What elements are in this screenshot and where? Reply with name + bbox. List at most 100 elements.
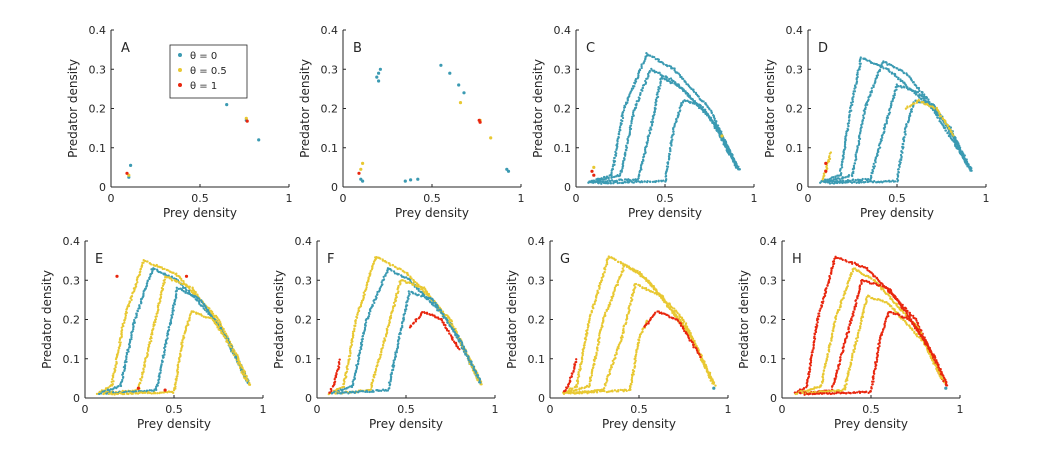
data-point xyxy=(184,286,187,290)
data-point xyxy=(608,370,611,373)
data-point xyxy=(635,102,638,106)
x-tick-label: 0.5 xyxy=(165,403,183,416)
legend-marker xyxy=(178,53,182,57)
data-point xyxy=(200,300,204,304)
data-point xyxy=(629,124,633,127)
data-point xyxy=(446,321,449,324)
data-point xyxy=(607,182,610,185)
data-point xyxy=(160,293,163,296)
data-point xyxy=(615,351,618,354)
data-point xyxy=(871,61,874,65)
data-point xyxy=(826,284,829,287)
data-point xyxy=(836,174,839,177)
data-point xyxy=(856,145,859,148)
data-point xyxy=(657,292,660,296)
data-point xyxy=(826,355,829,358)
data-point xyxy=(367,276,370,279)
data-point xyxy=(638,273,641,276)
data-point xyxy=(853,162,856,165)
data-point xyxy=(579,367,582,371)
data-point xyxy=(172,391,175,395)
data-point xyxy=(176,367,179,371)
data-point xyxy=(570,372,573,375)
data-point xyxy=(917,99,921,102)
data-point xyxy=(115,355,119,358)
data-point xyxy=(852,164,856,167)
x-tick-label: 0 xyxy=(779,403,786,416)
data-point xyxy=(650,122,654,126)
data-point xyxy=(608,301,611,304)
data-point xyxy=(840,160,844,164)
data-point xyxy=(124,310,128,314)
data-point xyxy=(870,89,873,93)
x-tick-label: 1 xyxy=(286,192,293,205)
data-point xyxy=(142,261,145,264)
data-point xyxy=(637,173,641,176)
data-point xyxy=(609,180,612,183)
data-point xyxy=(342,385,346,389)
data-point xyxy=(671,138,674,141)
data-point xyxy=(943,126,947,130)
data-point xyxy=(672,132,675,136)
data-point xyxy=(614,356,617,360)
data-point xyxy=(691,341,694,344)
data-point xyxy=(869,93,872,96)
data-point xyxy=(574,392,577,395)
data-point xyxy=(699,355,702,359)
data-point xyxy=(397,290,400,293)
data-point xyxy=(898,165,901,169)
data-point xyxy=(854,178,857,182)
data-point xyxy=(840,166,844,169)
data-point xyxy=(680,103,683,107)
data-point xyxy=(202,315,205,318)
data-point xyxy=(611,167,615,171)
data-point xyxy=(383,337,386,340)
y-tick-label: 0.2 xyxy=(554,103,572,116)
data-point xyxy=(121,324,125,327)
legend-label: θ = 0.5 xyxy=(190,66,227,77)
data-point xyxy=(407,273,410,277)
panel-letter: D xyxy=(818,41,828,56)
data-point xyxy=(360,301,363,304)
data-point xyxy=(187,289,191,292)
data-point xyxy=(150,389,154,392)
data-point xyxy=(117,384,120,388)
data-point xyxy=(690,87,693,91)
data-point xyxy=(380,281,383,284)
data-point xyxy=(378,287,382,290)
data-point xyxy=(439,63,443,67)
x-tick-label: 0.5 xyxy=(191,192,209,205)
data-point xyxy=(387,323,391,327)
data-point xyxy=(607,176,610,179)
data-point xyxy=(366,390,369,394)
y-tick-label: 0.2 xyxy=(321,103,339,116)
data-point xyxy=(371,264,374,267)
data-point xyxy=(830,339,833,342)
data-point xyxy=(380,389,383,392)
data-point xyxy=(333,390,336,393)
data-point xyxy=(575,388,578,391)
data-point xyxy=(846,127,849,130)
data-point xyxy=(154,387,158,390)
data-point xyxy=(957,142,960,145)
series-points xyxy=(824,161,828,173)
data-point xyxy=(843,144,847,148)
data-point xyxy=(702,110,705,114)
data-point xyxy=(654,103,658,106)
data-point xyxy=(952,134,955,137)
data-point xyxy=(859,65,862,68)
data-point xyxy=(338,358,341,361)
data-point xyxy=(182,286,185,290)
data-point xyxy=(242,371,246,375)
data-point xyxy=(589,376,593,379)
data-point xyxy=(889,180,893,183)
data-point xyxy=(618,126,622,129)
data-point xyxy=(653,55,656,59)
y-axis-label: Predator density xyxy=(531,59,545,158)
data-point xyxy=(669,77,673,80)
data-point xyxy=(460,341,464,344)
data-point xyxy=(592,366,595,369)
data-point xyxy=(654,291,657,295)
data-point xyxy=(644,79,647,83)
